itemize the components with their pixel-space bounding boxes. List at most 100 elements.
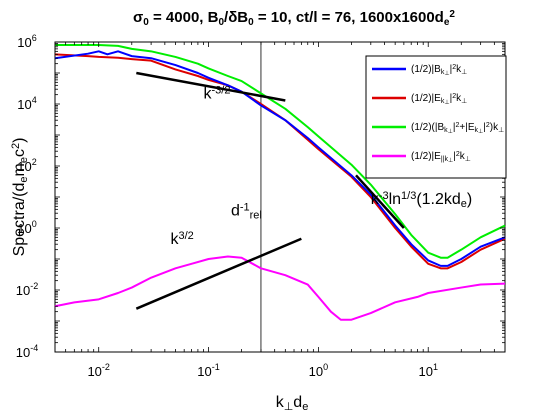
y-axis-label: Spectra/(demec2)	[10, 138, 30, 257]
ylabel-part: 2	[10, 143, 22, 149]
chart_data.series.1.name_parts-part: k	[456, 93, 462, 104]
reference-line-2	[355, 174, 405, 229]
y-tick-label: 10-4	[16, 343, 38, 360]
ylabel-part: )	[11, 138, 28, 143]
chart_data.annotations.0.parts-part: k	[204, 86, 213, 103]
chart_data.series.3.name_parts-part: ||	[441, 156, 445, 163]
chart_data.series.0.name_parts-part: ⊥	[461, 69, 467, 76]
chart_data.series.2.name_parts-part: 2	[486, 122, 490, 129]
kminus3-ln-label: k-3ln1/3(1.2kde)	[371, 189, 472, 209]
chart_data.series.2.name_parts-part: |	[453, 122, 456, 133]
chart_data.annotations.3.parts-part: (1.2kd	[416, 191, 460, 208]
ylabel-part: e	[18, 176, 30, 182]
chart_data.series.2.name_parts-part: ⊥	[478, 128, 483, 135]
chart_data.series.1.name_parts-part: (1/2)|E	[411, 93, 441, 104]
ylabel-part: e	[18, 157, 30, 163]
series-line-0	[54, 50, 506, 267]
chart_data.series.1.name_parts-part: k	[441, 98, 445, 105]
y-tick-label: 100	[17, 219, 36, 236]
xlabel-part: k	[276, 394, 285, 411]
x-axis: 10-2 10-1 100 101	[54, 42, 506, 379]
title-part: 2	[449, 9, 455, 20]
chart_data.annotations.3.parts-part: e	[461, 198, 467, 210]
legend-box	[365, 55, 507, 179]
title-part: 0	[248, 17, 254, 28]
chart_data.series.2.name_parts-part: k	[475, 127, 479, 134]
reference-line-0	[136, 71, 286, 102]
chart_data.series.2.name_parts-part: k	[444, 127, 448, 134]
xlabel-part: ⊥	[284, 401, 294, 413]
chart_data.series.2.name_parts-part: ⊥	[498, 127, 504, 134]
legend: (1/2)|Bk⊥|2k⊥(1/2)|Ek⊥|2k⊥(1/2)(|Bk⊥|2+|…	[365, 55, 507, 179]
chart_data.series.2.name_parts-part: 2	[456, 122, 460, 129]
chart-title: σ0 = 4000, B0/δB0 = 10, ct/l = 76, 1600x…	[133, 9, 455, 28]
chart_data.series.0.name_parts-part: ⊥	[444, 70, 449, 77]
kminus32-label: k-3/2	[204, 84, 231, 103]
title-part: /δB	[224, 9, 248, 26]
chart_data.series.1.name_parts-part: |	[450, 93, 453, 104]
ylabel-part: c	[11, 149, 28, 157]
chart_data.annotations.3.parts-part: k	[371, 191, 380, 208]
chart_data.series.2.name_parts-part: ⊥	[448, 128, 453, 135]
series-line-2	[55, 44, 506, 259]
chart_data.series.0.name_parts-part: 2	[452, 64, 456, 71]
chart_data.series.3.name_parts-part: ⊥	[465, 156, 471, 163]
legend-entry-label: (1/2)(|Bk⊥|2+|Ek⊥|2)k⊥	[411, 122, 504, 135]
chart_data.series.1.name_parts-part: ⊥	[444, 99, 449, 106]
x-tick-label: 10-1	[197, 362, 219, 379]
title-part: = 4000, B	[149, 9, 219, 26]
chart_data.annotations.0.parts-part: -3/2	[212, 84, 231, 96]
chart_data.annotations.1.parts-part: k	[170, 231, 179, 248]
chart_data.series.3.name_parts-part: |	[453, 151, 456, 162]
x-axis-label: k⊥de	[276, 394, 309, 413]
reference-line-1	[135, 237, 302, 310]
ylabel-part: m	[11, 163, 28, 176]
x-tick-label: 100	[309, 362, 328, 379]
chart_data.annotations.1.parts-part: 3/2	[178, 230, 193, 242]
legend-entry-label: (1/2)|E||k⊥|2k⊥	[411, 151, 471, 164]
chart_data.series.3.name_parts-part: k	[444, 156, 448, 163]
ylabel-part: Spectra/(d	[11, 183, 28, 257]
chart_data.series.2.name_parts-part: |	[483, 122, 486, 133]
chart_data.series.1.name_parts-part: 2	[452, 93, 456, 100]
title-part: σ	[133, 9, 143, 26]
chart_data.annotations.3.parts-part: )	[467, 191, 472, 208]
chart_data.annotations.3.parts-part: -3	[379, 189, 389, 201]
chart_data.series.3.name_parts-part: k	[460, 151, 466, 162]
chart_data.series.2.name_parts-part: (1/2)(|B	[411, 122, 444, 133]
chart_data.annotations.3.parts-part: 1/3	[401, 189, 416, 201]
drel-label: d-1rel	[231, 201, 262, 221]
chart_data.annotations.2.parts-part: d	[231, 203, 240, 220]
reference-lines	[135, 71, 405, 310]
chart_data.series.3.name_parts-part: ⊥	[448, 157, 453, 164]
chart_data.series.0.name_parts-part: (1/2)|B	[411, 64, 441, 75]
title-part: = 10, ct/l = 76, 1600x1600d	[254, 9, 444, 26]
chart_data.annotations.3.parts-part: ln	[389, 191, 401, 208]
legend-entry-label: (1/2)|Ek⊥|2k⊥	[411, 93, 467, 106]
y-tick-label: 10-2	[16, 281, 38, 298]
chart_data.series.2.name_parts-part: +|E	[459, 122, 474, 133]
xlabel-part: d	[293, 394, 302, 411]
y-tick-label: 106	[17, 33, 36, 50]
x-tick-label: 101	[418, 362, 437, 379]
chart_data.series.0.name_parts-part: k	[441, 69, 445, 76]
chart_data.series.3.name_parts-part: 2	[456, 151, 460, 158]
legend-entry-label: (1/2)|Bk⊥|2k⊥	[411, 64, 467, 77]
k32-label: k3/2	[170, 230, 193, 249]
chart_data.annotations.2.parts-part: -1	[240, 201, 250, 213]
series-line-3	[54, 255, 506, 321]
title-part: e	[444, 17, 450, 28]
y-tick-label: 102	[17, 157, 36, 174]
y-tick-label: 104	[17, 95, 36, 112]
xlabel-part: e	[302, 401, 308, 413]
x-tick-label: 10-2	[87, 362, 109, 379]
chart_data.series.0.name_parts-part: k	[456, 64, 462, 75]
chart_data.series.2.name_parts-part: )k	[490, 122, 499, 133]
series-layer	[54, 44, 506, 321]
chart_data.series.0.name_parts-part: |	[450, 64, 453, 75]
title-part: 0	[143, 17, 149, 28]
chart_data.series.3.name_parts-part: (1/2)|E	[411, 151, 441, 162]
